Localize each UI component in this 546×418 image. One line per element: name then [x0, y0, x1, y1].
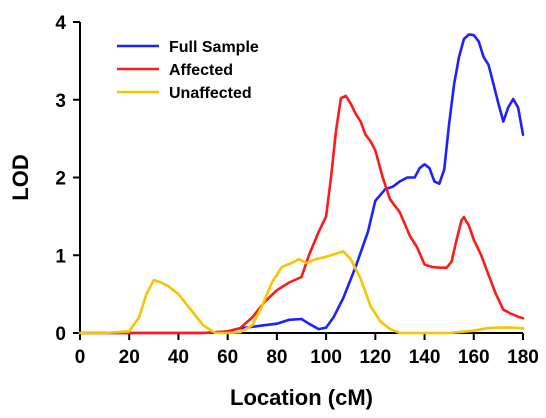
x-tick-label: 0 [75, 347, 86, 368]
x-tick-label: 100 [310, 347, 342, 368]
series-line-affected [78, 94, 525, 335]
x-tick-label: 20 [119, 347, 140, 368]
x-tick-label: 180 [507, 347, 539, 368]
y-tick-label: 2 [55, 169, 66, 190]
x-ticks: 0 20 40 60 80 100 120 140 160 180 [75, 333, 539, 368]
series-lines [78, 33, 525, 335]
legend-label-full-sample: Full Sample [169, 39, 259, 56]
series-line-full-sample [78, 33, 525, 335]
x-tick-label: 40 [168, 347, 189, 368]
x-tick-label: 120 [359, 347, 391, 368]
y-tick-label: 3 [55, 91, 66, 112]
x-tick-label: 80 [266, 347, 287, 368]
y-tick-label: 0 [55, 324, 66, 345]
y-ticks: 0 1 2 3 4 [55, 13, 80, 345]
y-tick-label: 4 [55, 13, 66, 34]
legend-label-affected: Affected [169, 62, 233, 79]
series-line-unaffected [78, 250, 525, 335]
y-axis-title: LOD [8, 154, 33, 200]
x-axis-title: Location (cM) [230, 385, 373, 410]
x-tick-label: 60 [217, 347, 238, 368]
y-tick-label: 1 [55, 246, 66, 267]
legend-label-unaffected: Unaffected [169, 85, 252, 102]
x-tick-label: 160 [458, 347, 490, 368]
x-tick-label: 140 [409, 347, 441, 368]
legend: Full Sample Affected Unaffected [117, 39, 259, 102]
